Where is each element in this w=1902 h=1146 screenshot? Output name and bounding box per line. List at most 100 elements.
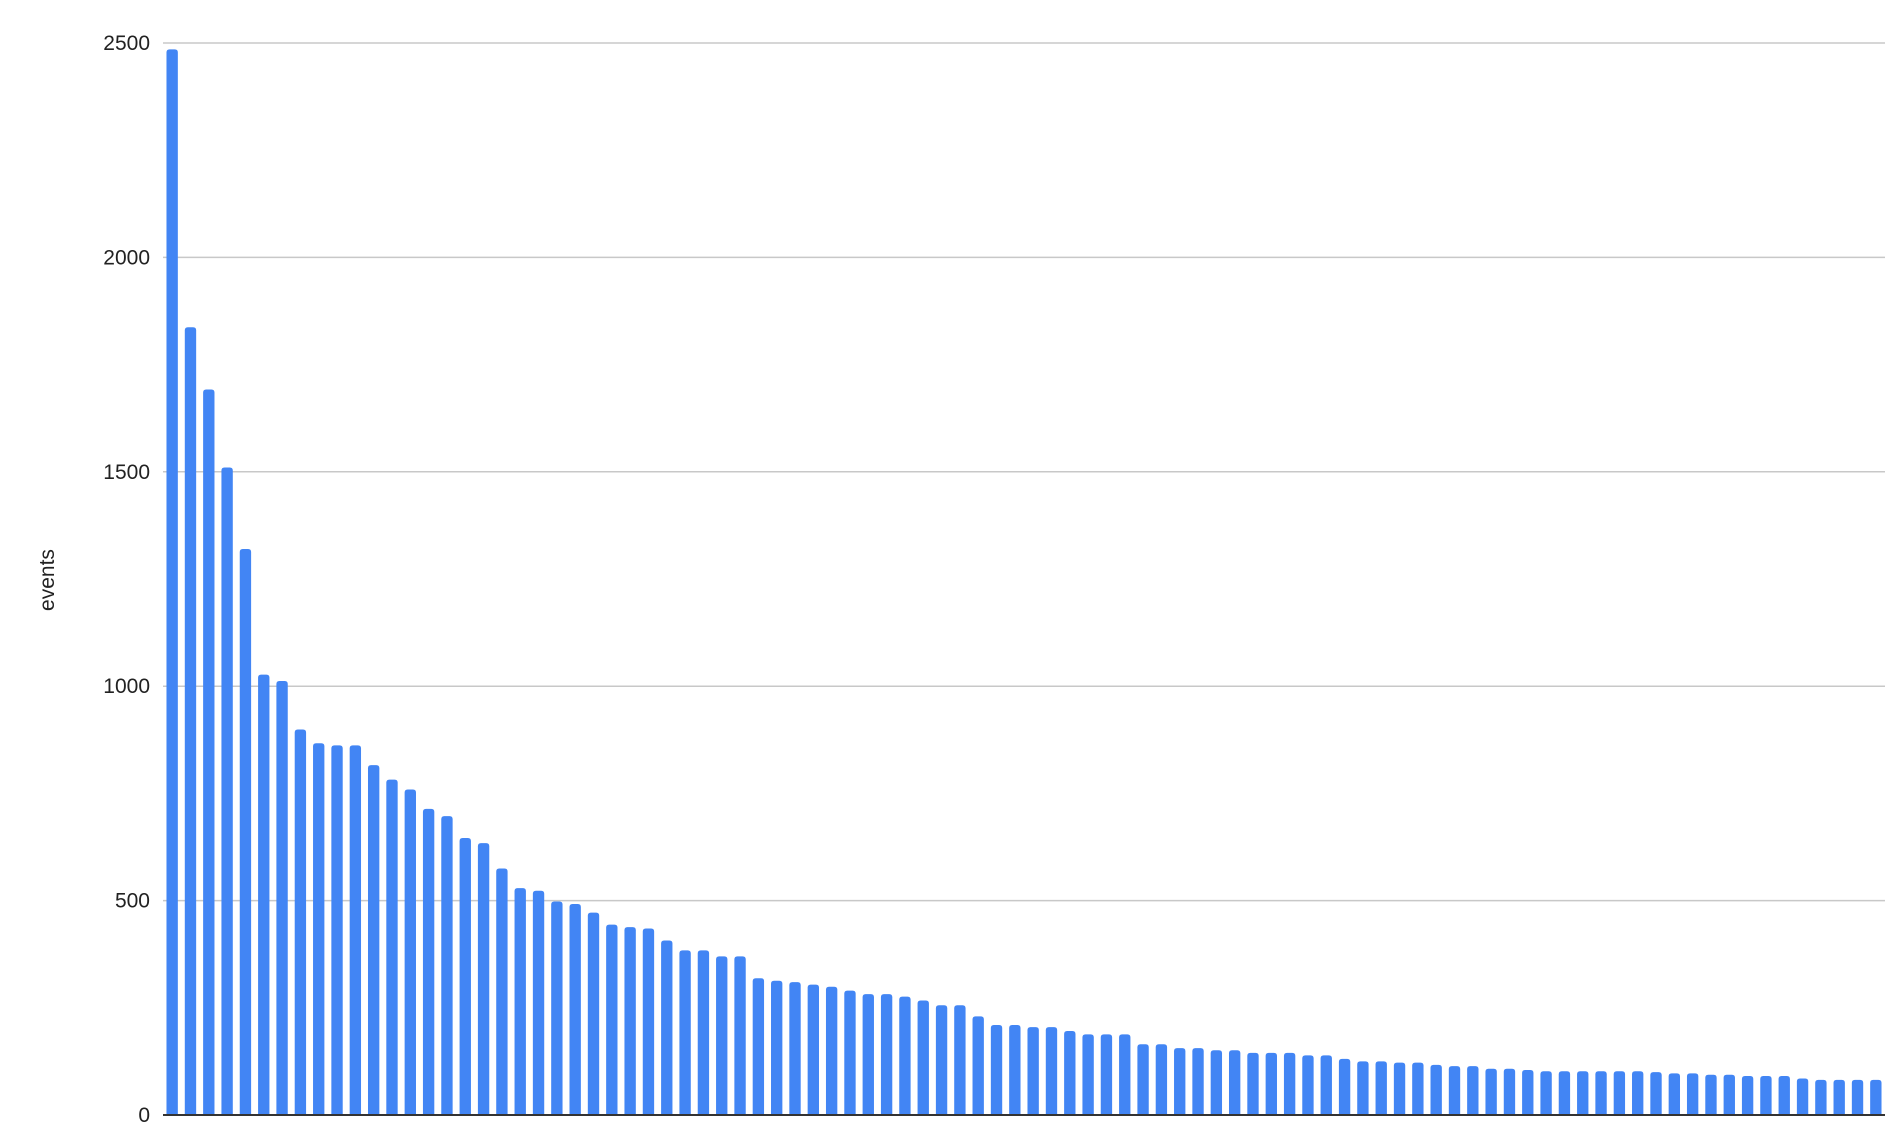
bar	[1100, 1034, 1113, 1115]
bar	[734, 956, 746, 1115]
bar	[807, 984, 820, 1115]
bar	[1760, 1075, 1772, 1115]
bar	[1393, 1062, 1406, 1115]
bar	[1155, 1044, 1168, 1115]
gridlines	[163, 42, 1885, 902]
y-tick-label: 2000	[103, 246, 150, 269]
bar	[496, 868, 508, 1115]
bar	[1833, 1079, 1845, 1115]
bar	[313, 743, 325, 1115]
bar	[1357, 1061, 1369, 1115]
bar	[825, 986, 838, 1115]
bar	[1595, 1071, 1607, 1115]
bar	[624, 927, 636, 1115]
bar	[1430, 1064, 1442, 1115]
bar	[716, 956, 728, 1115]
bar	[514, 888, 526, 1115]
bar	[1522, 1069, 1534, 1115]
bar	[1632, 1071, 1644, 1115]
bar	[276, 681, 288, 1115]
bar	[1247, 1052, 1259, 1115]
bar	[1283, 1052, 1296, 1115]
bar	[1705, 1074, 1717, 1115]
bar	[899, 996, 911, 1115]
y-axis-ticks: 0 500 1000 1500 2000 2500	[103, 32, 150, 1127]
bar	[990, 1024, 1003, 1115]
bar	[587, 912, 600, 1115]
bar	[258, 674, 270, 1115]
bar	[1815, 1079, 1827, 1115]
bar	[661, 940, 673, 1115]
bar	[477, 843, 490, 1115]
bar	[771, 980, 783, 1115]
bar	[569, 904, 581, 1115]
bar	[1448, 1066, 1461, 1115]
bar	[1210, 1050, 1223, 1115]
bar	[441, 816, 453, 1115]
bar	[642, 928, 655, 1115]
bar	[1485, 1068, 1497, 1115]
bar	[1064, 1030, 1076, 1115]
bar	[954, 1005, 966, 1115]
y-tick-label: 500	[115, 890, 150, 913]
bar	[1613, 1071, 1626, 1115]
bar	[203, 389, 215, 1115]
bar	[1174, 1048, 1186, 1115]
y-tick-label: 2500	[103, 32, 150, 55]
bars	[166, 49, 1882, 1116]
bar	[1082, 1034, 1094, 1115]
bar	[1686, 1073, 1699, 1115]
bar	[1577, 1071, 1589, 1115]
bar	[1467, 1066, 1479, 1115]
bar	[1796, 1078, 1809, 1115]
bar	[862, 994, 874, 1115]
bar	[1375, 1061, 1387, 1115]
bar	[1320, 1055, 1332, 1115]
bar	[1650, 1072, 1662, 1115]
bar	[239, 548, 252, 1115]
bar	[422, 808, 435, 1115]
bar	[331, 745, 343, 1115]
bar	[1558, 1071, 1571, 1115]
bar	[844, 990, 856, 1115]
bar	[1778, 1075, 1790, 1115]
bar	[1009, 1024, 1021, 1115]
bar	[789, 982, 801, 1115]
bar	[404, 789, 416, 1115]
bar	[1412, 1062, 1424, 1115]
bar	[1723, 1074, 1735, 1115]
bar	[1741, 1075, 1754, 1115]
bar	[1870, 1079, 1882, 1115]
bar	[459, 837, 471, 1115]
bar	[1540, 1071, 1552, 1115]
bar	[551, 901, 563, 1115]
bar	[917, 1000, 929, 1115]
bar	[1302, 1055, 1314, 1115]
bar	[166, 49, 178, 1115]
bar	[1192, 1048, 1204, 1115]
bar	[367, 765, 380, 1115]
bar	[697, 950, 710, 1115]
y-axis-title: events	[36, 549, 59, 611]
bar	[1045, 1027, 1058, 1115]
y-tick-label: 0	[138, 1104, 150, 1127]
bar	[1851, 1079, 1864, 1115]
bar	[1668, 1073, 1681, 1115]
bar	[606, 924, 618, 1115]
bar	[935, 1005, 948, 1115]
bar	[184, 327, 197, 1115]
bar	[880, 994, 893, 1115]
bar	[349, 745, 362, 1115]
bar	[752, 978, 765, 1115]
bar	[1119, 1034, 1131, 1115]
bar	[1503, 1068, 1516, 1115]
bar	[679, 950, 691, 1115]
bar	[1228, 1050, 1241, 1115]
bar	[1265, 1052, 1277, 1115]
bar	[294, 729, 307, 1115]
bar	[221, 467, 233, 1116]
bar	[386, 779, 398, 1115]
bar	[1338, 1058, 1351, 1115]
bar	[972, 1016, 984, 1115]
